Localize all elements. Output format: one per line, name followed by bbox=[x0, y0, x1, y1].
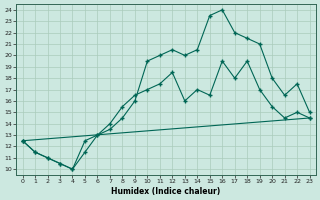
X-axis label: Humidex (Indice chaleur): Humidex (Indice chaleur) bbox=[111, 187, 221, 196]
